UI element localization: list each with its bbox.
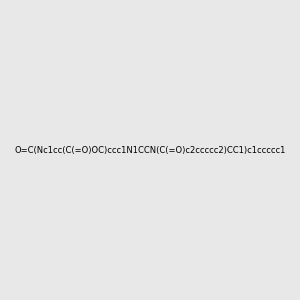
Text: O=C(Nc1cc(C(=O)OC)ccc1N1CCN(C(=O)c2ccccc2)CC1)c1ccccc1: O=C(Nc1cc(C(=O)OC)ccc1N1CCN(C(=O)c2ccccc… — [14, 146, 286, 154]
